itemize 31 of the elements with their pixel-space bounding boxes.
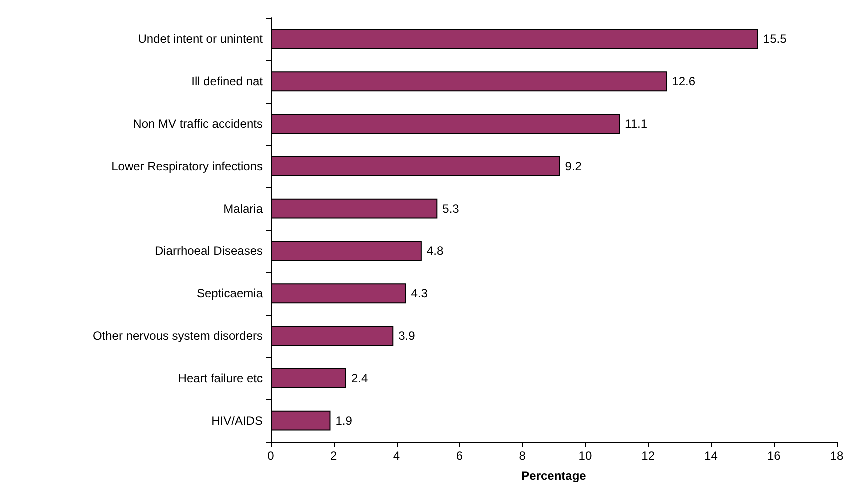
y-tick-label: Diarrhoeal Diseases [154, 244, 263, 258]
x-tick-label: 16 [767, 449, 782, 463]
data-label: 4.8 [426, 244, 444, 258]
data-label: 4.3 [411, 286, 428, 301]
y-tick-label: Non MV traffic accidents [133, 117, 263, 131]
y-tick-label: Lower Respiratory infections [112, 159, 263, 174]
x-tick-label: 8 [519, 449, 526, 463]
y-tick-label: Other nervous system disorders [92, 329, 263, 343]
x-tick-label: 10 [578, 449, 592, 463]
y-tick-label: Undet intent or unintent [138, 32, 264, 46]
y-tick-label: Ill defined nat [192, 74, 264, 89]
data-label: 11.1 [625, 117, 648, 131]
x-tick-label: 14 [704, 449, 718, 463]
data-label: 2.4 [351, 371, 368, 386]
data-label: 5.3 [442, 202, 460, 216]
data-label: 3.9 [398, 329, 416, 343]
y-tick-label: Heart failure etc [178, 371, 263, 386]
x-tick-label: 2 [330, 449, 338, 463]
y-tick-label: HIV/AIDS [212, 414, 263, 428]
x-tick-label: 18 [830, 449, 844, 463]
y-tick-label: Malaria [224, 202, 264, 216]
x-tick-label: 0 [268, 449, 275, 463]
data-label: 9.2 [565, 159, 582, 174]
data-label: 15.5 [763, 32, 788, 46]
data-label: 1.9 [336, 414, 353, 428]
x-tick-label: 12 [642, 449, 656, 463]
x-tick-label: 6 [456, 449, 464, 463]
x-axis-title: Percentage [522, 469, 587, 483]
x-tick-label: 4 [393, 449, 400, 463]
data-label: 12.6 [672, 74, 696, 89]
y-tick-label: Septicaemia [196, 286, 264, 301]
